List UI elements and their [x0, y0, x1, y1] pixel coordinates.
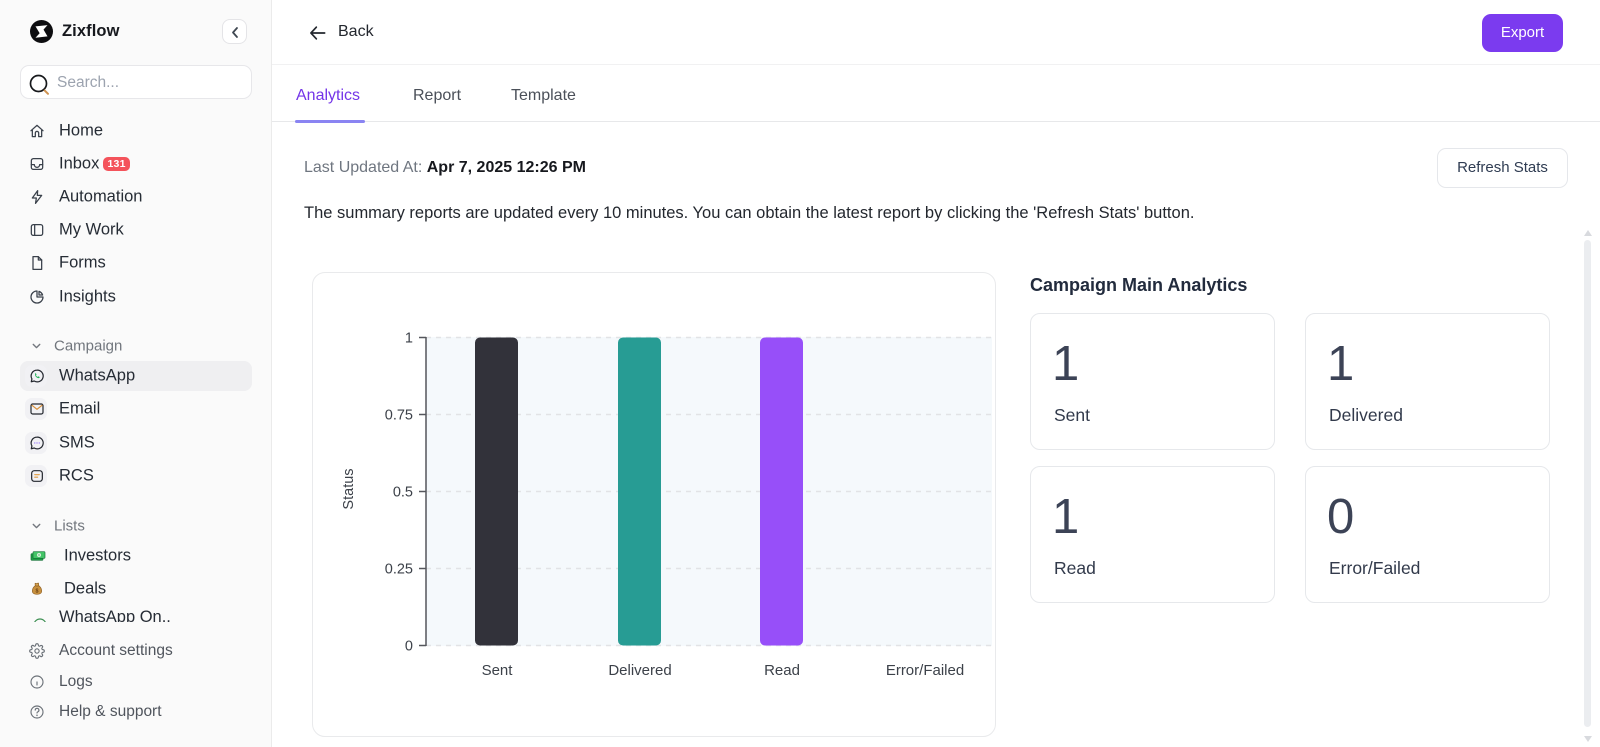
svg-text:Sent: Sent — [482, 662, 514, 679]
svg-text:0.5: 0.5 — [393, 485, 413, 501]
svg-text:Error/Failed: Error/Failed — [886, 662, 964, 679]
svg-text:Status: Status — [341, 468, 357, 509]
svg-text:Delivered: Delivered — [608, 662, 671, 679]
svg-text:0.25: 0.25 — [385, 562, 413, 578]
svg-text:1: 1 — [405, 331, 413, 347]
svg-text:0: 0 — [405, 639, 413, 655]
svg-text:0.75: 0.75 — [385, 408, 413, 424]
svg-text:Read: Read — [764, 662, 800, 679]
svg-text:$: $ — [36, 589, 39, 595]
